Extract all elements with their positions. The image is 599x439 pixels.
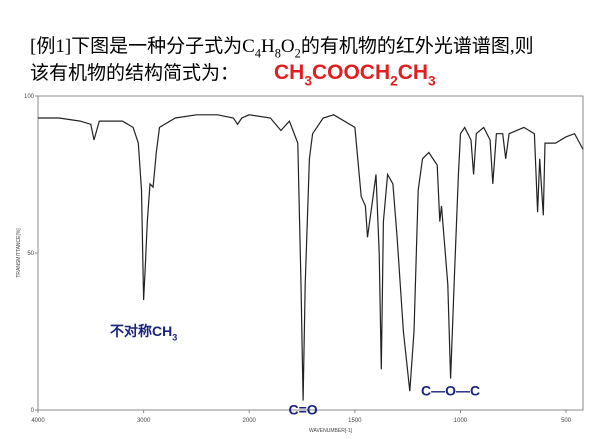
chart-title: [例1]下图是一种分子式为C4H8O2的有机物的红外光谱谱图,则 <box>30 35 534 61</box>
x-tick-label: 4000 <box>31 418 45 424</box>
chart-subtitle: 该有机物的结构简式为： <box>30 62 239 84</box>
x-tick-label: 1000 <box>454 418 468 424</box>
y-axis-label: TRANSMITTANCE[%] <box>16 228 22 278</box>
subscript: 3 <box>304 73 312 88</box>
y-tick-label: 100 <box>24 94 35 100</box>
subscript: 3 <box>172 332 177 342</box>
subscript: 8 <box>275 47 281 61</box>
text-part: C=O <box>289 402 318 418</box>
text-part: COOCH <box>312 61 390 84</box>
annotation: 不对称CH3 <box>110 323 177 342</box>
x-axis-label: WAVENUMBER[-1] <box>309 428 353 434</box>
text-part: 的有机物的红外光谱谱图,则 <box>301 35 534 57</box>
subscript: 4 <box>255 47 261 61</box>
annotation: C—O—C <box>421 383 480 399</box>
x-tick-label: 500 <box>561 418 572 424</box>
text-part: O <box>281 36 295 57</box>
text-part: CH <box>398 61 428 84</box>
text-part: H <box>261 36 275 57</box>
x-tick-label: 2000 <box>243 418 257 424</box>
answer: CH3COOCH2CH3 <box>274 61 436 88</box>
text-part: CH <box>274 61 304 84</box>
text-part: C—O—C <box>421 383 480 399</box>
x-tick-label: 1500 <box>348 418 362 424</box>
subscript: 3 <box>428 73 436 88</box>
annotation: C=O <box>289 402 318 418</box>
subscript: 2 <box>295 47 301 61</box>
y-tick-label: 50 <box>27 251 34 257</box>
y-tick-label: 0 <box>31 408 35 414</box>
x-tick-label: 3000 <box>137 418 151 424</box>
text-part: [例1]下图是一种分子式为C <box>30 35 255 57</box>
spectrum-line <box>38 114 584 401</box>
subscript: 2 <box>390 73 398 88</box>
text-part: 不对称CH <box>110 323 172 339</box>
